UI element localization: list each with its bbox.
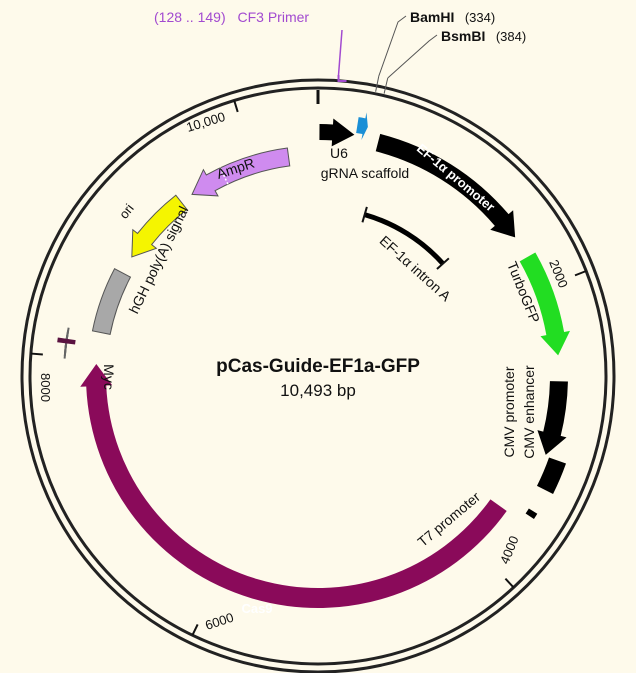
feature-label-scaffold: gRNA scaffold [321, 165, 409, 181]
site-label-bsmbi[interactable]: BsmBI (384) [441, 28, 526, 45]
tick-mark [233, 100, 239, 113]
feature-label-u6: U6 [330, 145, 348, 161]
feature-label-ori: ori [116, 201, 137, 222]
feature-myc[interactable] [57, 337, 76, 345]
site-leader [387, 34, 438, 79]
site-tick [383, 77, 389, 94]
feature-t7[interactable] [525, 508, 538, 519]
site-pos: (334) [465, 10, 495, 25]
plasmid-size: 10,493 bp [280, 381, 356, 400]
feature-scaffold[interactable] [356, 112, 368, 140]
site-name: BamHI [410, 9, 454, 25]
feature-label-myc: Myc [101, 364, 117, 390]
feature-ori[interactable] [131, 194, 188, 258]
feature-intron[interactable] [363, 212, 445, 266]
tick-mark [191, 623, 199, 636]
feature-ampr[interactable] [191, 147, 291, 197]
tick-label: 4000 [497, 534, 522, 566]
feature-hgh[interactable] [91, 268, 132, 335]
tick-mark [574, 270, 587, 277]
tick-mark [30, 352, 43, 356]
tick-label: 10,000 [184, 109, 226, 135]
intron-end-mark [361, 206, 368, 223]
feature-label-ef1a: EF-1α promoter [414, 141, 498, 215]
primer-name: CF3 Primer [238, 9, 310, 25]
primer-leader [337, 29, 343, 76]
feature-cmv_prom[interactable] [536, 457, 566, 494]
feature-turbogfp[interactable] [519, 252, 570, 356]
backbone-inner [28, 86, 608, 666]
plasmid-name: pCas-Guide-EF1a-GFP [216, 356, 420, 377]
site-label-bamhi[interactable]: BamHI (334) [410, 9, 495, 26]
site-tick [375, 76, 380, 92]
backbone-outer [20, 78, 616, 673]
feature-u6[interactable] [319, 118, 355, 147]
primer-marker[interactable] [337, 75, 347, 83]
site-name: BsmBI [441, 28, 485, 44]
feature-cmv_enh[interactable] [537, 381, 568, 455]
feature-cas9[interactable] [80, 364, 507, 608]
feature-ef1a[interactable] [375, 133, 516, 238]
tick-label: 6000 [203, 610, 235, 633]
ampr-divider [219, 167, 229, 185]
tick-label: 8000 [38, 373, 53, 402]
primer-label[interactable]: (128 .. 149) CF3 Primer [154, 9, 309, 25]
primer-range: (128 .. 149) [154, 9, 226, 25]
tick-mark [504, 577, 515, 589]
feature-label-cmv_enh: CMV enhancer [521, 365, 537, 459]
site-pos: (384) [496, 29, 526, 44]
feature-label-cmv_prom: CMV promoter [501, 366, 517, 457]
site-leader [378, 15, 407, 77]
feature-label-cas9: Cas9 [241, 601, 272, 616]
intron-end-mark [436, 257, 450, 270]
feature-label-intron: EF-1α intron A [377, 232, 455, 304]
